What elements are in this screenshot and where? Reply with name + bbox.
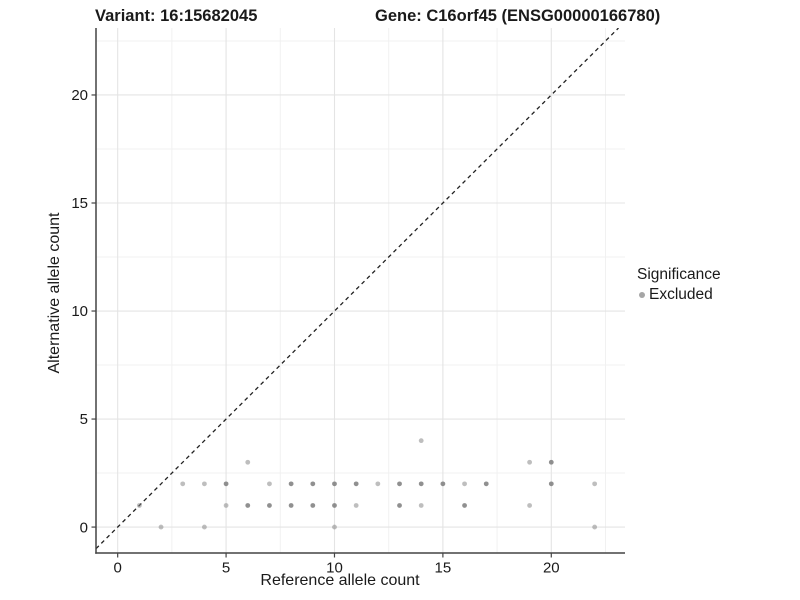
data-point <box>527 503 533 508</box>
tick-labels: 0 5 10 15 20 0 5 10 15 20 <box>71 87 559 576</box>
data-point <box>245 459 251 465</box>
x-tick-label: 20 <box>543 560 560 577</box>
data-point <box>158 524 164 530</box>
data-point <box>375 481 381 487</box>
data-point <box>202 481 207 487</box>
data-point <box>397 503 402 508</box>
data-point <box>592 481 598 487</box>
data-point <box>353 503 359 508</box>
legend-item-label: Excluded <box>649 286 713 303</box>
data-point <box>483 481 489 487</box>
data-point <box>223 481 229 487</box>
data-point <box>245 503 251 508</box>
data-point <box>288 481 294 487</box>
x-tick-label: 5 <box>222 560 230 577</box>
x-tick-label: 0 <box>114 560 122 577</box>
legend-title: Significance <box>637 266 721 283</box>
data-point <box>440 481 446 487</box>
y-tick-label: 5 <box>80 411 88 428</box>
data-point <box>462 503 467 508</box>
legend: Significance Excluded <box>637 266 721 304</box>
data-point <box>397 481 402 487</box>
data-point <box>462 481 467 487</box>
data-points <box>136 438 598 530</box>
data-point <box>548 459 554 465</box>
plot-title-gene: Gene: C16orf45 (ENSG00000166780) <box>375 7 661 25</box>
y-tick-label: 20 <box>71 87 88 104</box>
y-tick-label: 10 <box>71 303 88 320</box>
data-point <box>353 481 359 487</box>
data-point <box>332 524 337 530</box>
data-point <box>310 481 316 487</box>
tick-marks <box>91 94 552 558</box>
identity-line <box>96 28 619 550</box>
data-point <box>418 481 424 487</box>
data-point <box>548 481 554 487</box>
data-point <box>223 503 229 508</box>
x-tick-label: 10 <box>326 560 343 577</box>
data-point <box>418 503 424 508</box>
data-point <box>418 438 424 444</box>
data-point <box>527 459 533 465</box>
y-tick-label: 15 <box>71 195 88 212</box>
data-point <box>267 481 272 487</box>
gridlines-minor <box>96 28 625 553</box>
x-tick-label: 15 <box>435 560 452 577</box>
axis-lines <box>95 28 625 554</box>
data-point <box>267 503 272 508</box>
data-point <box>592 524 598 530</box>
x-axis-label: Reference allele count <box>260 572 420 589</box>
data-point <box>136 503 142 508</box>
data-point <box>310 503 316 508</box>
data-point <box>332 481 337 487</box>
excluded-point-icon <box>639 292 645 298</box>
plot-title-variant: Variant: 16:15682045 <box>95 7 258 25</box>
data-point <box>202 524 207 530</box>
y-tick-label: 0 <box>80 519 88 536</box>
data-point <box>288 503 294 508</box>
gridlines-major <box>96 28 625 553</box>
data-point <box>332 503 337 508</box>
legend-item-excluded: Excluded <box>637 286 721 304</box>
y-axis-label: Alternative allele count <box>46 212 63 374</box>
data-point <box>180 481 186 487</box>
